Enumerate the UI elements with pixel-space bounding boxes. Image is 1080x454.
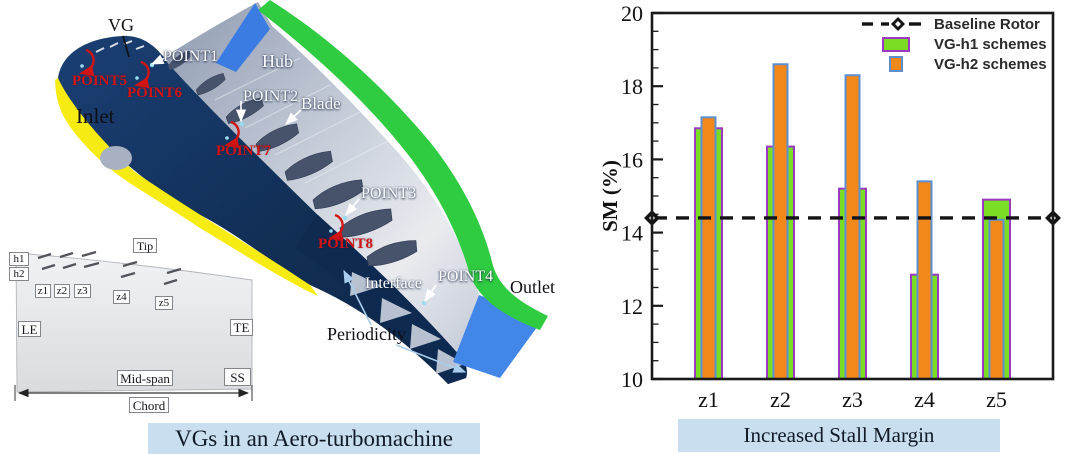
white-arrows <box>150 54 437 303</box>
inlet-surface <box>55 78 318 296</box>
vg-label: VG <box>108 15 134 35</box>
vg-pointer-line <box>122 35 130 58</box>
inset-z2-box: z2 <box>54 284 70 298</box>
inset-z1-box: z1 <box>35 284 51 298</box>
hub-label: Hub <box>262 51 293 71</box>
turbomachine-diagram <box>14 0 548 401</box>
left-caption: VGs in an Aero-turbomachine <box>148 423 480 454</box>
legend-row-h2: VG-h2 schemes <box>858 55 1047 73</box>
inset-z5-box: z5 <box>155 296 173 310</box>
inset-te-box: TE <box>230 319 253 336</box>
svg-text:12: 12 <box>621 294 643 319</box>
svg-text:z1: z1 <box>698 387 719 412</box>
right-caption: Increased Stall Margin <box>678 419 1000 452</box>
inset-z4-box: z4 <box>113 290 130 304</box>
legend-swatch-h1 <box>882 36 910 52</box>
svg-text:16: 16 <box>621 147 643 172</box>
baseline-line-marker <box>858 16 934 32</box>
blade-label: Blade <box>301 94 341 113</box>
svg-text:z2: z2 <box>770 387 791 412</box>
svg-text:14: 14 <box>621 221 643 246</box>
interface-label: Interface <box>365 275 422 292</box>
legend-h2-label: VG-h2 schemes <box>934 55 1047 73</box>
point6-label: POINT6 <box>127 85 183 101</box>
inset-tip-box: Tip <box>133 238 157 253</box>
outlet-label: Outlet <box>510 277 555 297</box>
svg-text:z5: z5 <box>986 387 1007 412</box>
point1-label: POINT1 <box>163 48 219 65</box>
inset-h1-box: h1 <box>9 252 29 266</box>
svg-text:z4: z4 <box>914 387 935 412</box>
svg-text:18: 18 <box>621 74 643 99</box>
periodicity-arrows <box>343 269 467 373</box>
inset-z3-box: z3 <box>74 284 91 298</box>
inset-midspan-box: Mid-span <box>117 370 173 386</box>
rotor-blades <box>167 50 418 267</box>
casing-rim <box>258 0 548 330</box>
point7-label: POINT7 <box>216 143 272 159</box>
inset-chord-box: Chord <box>129 397 169 413</box>
svg-text:10: 10 <box>621 367 643 392</box>
svg-text:SM (%): SM (%) <box>600 160 622 232</box>
inset-h2-box: h2 <box>9 267 29 281</box>
chart-legend: Baseline Rotor VG-h1 schemes VG-h2 schem… <box>858 15 1047 73</box>
chord-dimension <box>14 385 253 401</box>
inlet-label: Inlet <box>76 104 115 128</box>
legend-swatch-h2 <box>889 56 903 72</box>
point4-label: POINT4 <box>438 268 494 285</box>
wake-lines <box>214 57 391 184</box>
legend-row-h1: VG-h1 schemes <box>858 35 1047 53</box>
point3-label: POINT3 <box>361 185 417 202</box>
inlet-arch <box>100 146 132 170</box>
legend-baseline-label: Baseline Rotor <box>934 15 1040 33</box>
shroud-surface <box>163 2 479 358</box>
periodicity-label: Periodicity <box>327 324 406 344</box>
inset-le-box: LE <box>18 321 41 337</box>
svg-text:z3: z3 <box>842 387 863 412</box>
stall-margin-chart: 10 12 14 16 18 20 z1 z2 z3 z4 z5 SM (%) <box>600 1 1061 412</box>
hub-inlet-face <box>216 3 270 72</box>
red-hook-arrows <box>79 48 344 242</box>
point8-label: POINT8 <box>318 236 374 252</box>
legend-row-baseline: Baseline Rotor <box>858 15 1047 33</box>
inset-ss-box: SS <box>224 368 251 386</box>
point5-label: POINT5 <box>72 73 128 89</box>
legend-h1-label: VG-h1 schemes <box>934 35 1047 53</box>
point2-label: POINT2 <box>243 88 299 105</box>
svg-text:20: 20 <box>621 1 643 26</box>
blade-tip-sawtooth <box>350 272 465 374</box>
